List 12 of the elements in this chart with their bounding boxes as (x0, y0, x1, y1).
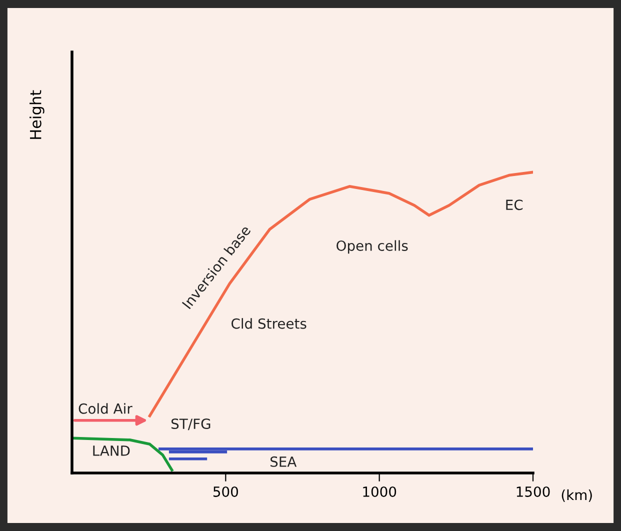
x-tick-label: 1500 (516, 486, 550, 497)
text: (km) (562, 489, 592, 502)
y-axis-title: Height (30, 90, 44, 139)
annotation: Open cells (336, 240, 408, 254)
annotation: Cold Air (78, 403, 132, 414)
annotation: EC (506, 200, 523, 210)
annotation: Cld Streets (232, 318, 306, 329)
annotation: LAND (93, 446, 130, 456)
annotation: SEA (270, 456, 297, 467)
annotation: ST/FG (171, 418, 210, 430)
x-tick-label: 1000 (363, 486, 396, 497)
x-tick-label: 500 (213, 486, 238, 497)
